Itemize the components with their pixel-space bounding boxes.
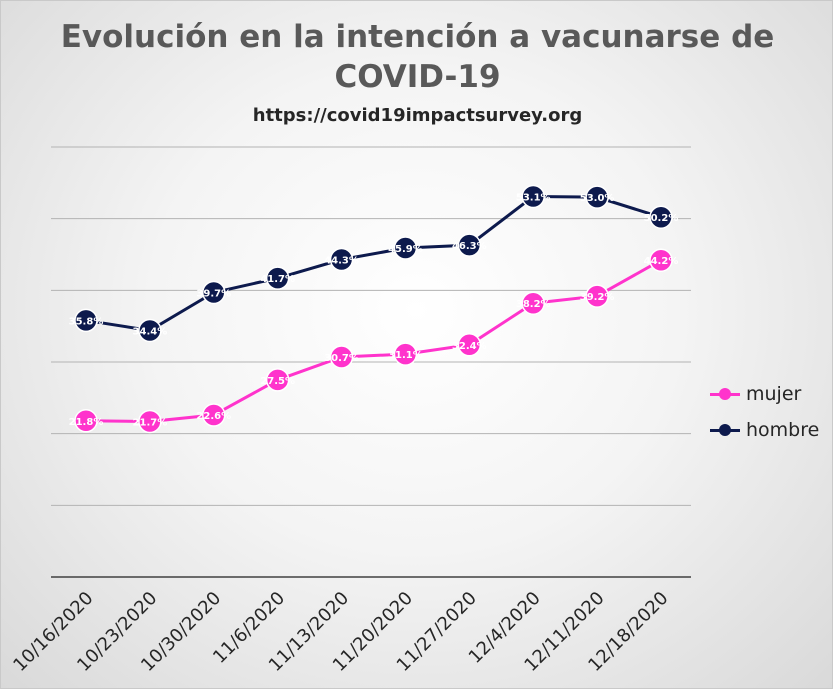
legend-marker-hombre <box>719 424 731 436</box>
data-point-hombre <box>585 185 609 209</box>
data-point-hombre <box>649 205 673 229</box>
x-axis: 10/16/202010/23/202010/30/202011/6/20201… <box>9 576 691 676</box>
data-label-mujer: 32.4% <box>452 341 487 352</box>
data-labels: 21.8% 21.7% 22.6% 27.5% 30.7% 31.1% 32.4% 38.2%… <box>69 192 679 428</box>
data-point-mujer <box>138 409 162 434</box>
legend-marker-mujer <box>719 388 731 400</box>
chart-title-line2: COVID-19 <box>334 59 501 95</box>
data-label-hombre: 44.3% <box>324 256 359 267</box>
data-label-mujer: 31.1% <box>388 350 423 361</box>
data-point-hombre <box>265 266 290 290</box>
data-point-mujer <box>521 291 545 315</box>
data-point-mujer <box>202 403 226 427</box>
legend-label-hombre: hombre <box>746 419 820 441</box>
data-label-mujer: 21.8% <box>69 417 104 428</box>
data-label-mujer: 38.2% <box>516 299 551 310</box>
data-label-hombre: 50.2% <box>644 213 679 224</box>
data-point-mujer <box>265 368 290 392</box>
data-label-mujer: 39.2% <box>580 292 615 303</box>
data-label-mujer: 27.5% <box>260 376 295 387</box>
data-point-mujer <box>649 248 673 272</box>
data-label-hombre: 46.3% <box>452 241 487 252</box>
legend-label-mujer: mujer <box>746 383 802 405</box>
data-label-hombre: 53.0% <box>580 193 615 204</box>
data-label-hombre: 53.1% <box>516 192 551 203</box>
data-label-mujer: 44.2% <box>644 256 679 267</box>
data-point-mujer <box>393 342 418 366</box>
data-point-hombre <box>74 308 98 333</box>
data-point-mujer <box>74 409 98 433</box>
chart-title-line1: Evolución en la intención a vacunarse de <box>60 19 775 55</box>
legend-item-mujer: mujer <box>708 380 826 410</box>
data-label-mujer: 30.7% <box>324 353 359 364</box>
series-line-hombre <box>85 194 662 333</box>
series-line-mujer <box>85 258 662 423</box>
data-label-hombre: 45.9% <box>388 244 423 255</box>
data-point-hombre <box>521 184 545 209</box>
data-label-mujer: 22.6% <box>196 411 231 422</box>
data-label-mujer: 21.7% <box>133 417 168 428</box>
data-point-mujer <box>457 333 482 357</box>
data-point-hombre <box>202 280 226 305</box>
data-label-hombre: 39.7% <box>196 288 231 299</box>
data-point-mujer <box>585 284 609 308</box>
legend: mujer hombre <box>708 374 826 450</box>
chart-subtitle: https://covid19impactsurvey.org <box>252 105 583 126</box>
data-label-hombre: 34.4% <box>133 326 168 337</box>
data-point-mujer <box>329 345 354 369</box>
gridlines <box>51 146 691 506</box>
series-layer <box>74 184 673 434</box>
data-point-hombre <box>457 233 482 257</box>
data-point-hombre <box>138 318 162 343</box>
data-label-hombre: 41.7% <box>260 274 295 285</box>
data-point-hombre <box>393 236 418 260</box>
data-label-hombre: 35.8% <box>69 316 104 327</box>
legend-item-hombre: hombre <box>708 416 826 446</box>
data-point-hombre <box>329 247 354 272</box>
